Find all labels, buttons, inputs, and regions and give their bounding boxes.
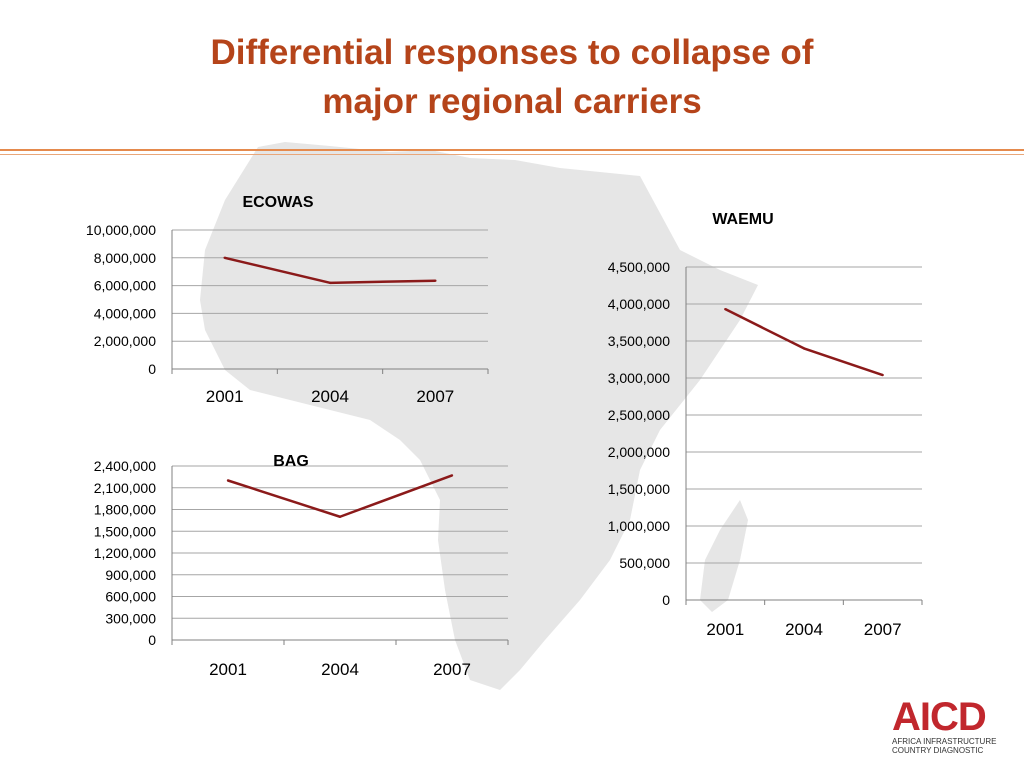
waemu-y-tick-label: 3,000,000 <box>608 370 670 386</box>
ecowas-chart: 0 2,000,000 4,000,000 6,000,000 8,000,000 10,… <box>86 194 489 406</box>
bag-data-point <box>450 474 454 477</box>
slide-title-line-2: major regional carriers <box>322 82 702 121</box>
bag-y-tick-label: 600,000 <box>105 589 156 605</box>
bag-chart: 0 300,000 600,000 900,000 1,200,000 1,500,000… <box>94 453 509 679</box>
ecowas-y-tick-label: 8,000,000 <box>94 250 156 266</box>
waemu-y-tick-label: 3,500,000 <box>608 333 670 349</box>
waemu-chart-title: WAEMU <box>712 211 773 228</box>
slide-title: Differential responses to collapse of ma… <box>0 28 1024 126</box>
waemu-category-label: 2004 <box>785 620 823 639</box>
ecowas-y-tick-label: 10,000,000 <box>86 222 156 238</box>
bag-category-label: 2004 <box>321 660 359 679</box>
ecowas-category-label: 2004 <box>311 387 349 406</box>
waemu-y-tick-label: 4,500,000 <box>608 259 670 275</box>
waemu-y-tick-label: 500,000 <box>619 555 670 571</box>
waemu-y-tick-label: 1,000,000 <box>608 518 670 534</box>
ecowas-series-line <box>224 256 436 285</box>
logo-line-1: AFRICA INFRASTRUCTURE <box>892 737 997 746</box>
ecowas-data-point <box>434 279 437 282</box>
bag-y-tick-label: 1,200,000 <box>94 545 156 561</box>
slide-title-line-1: Differential responses to collapse of <box>210 33 814 72</box>
aicd-logo: AICD AFRICA INFRASTRUCTURE COUNTRY DIAGN… <box>892 697 1012 759</box>
ecowas-category-label: 2001 <box>206 387 244 406</box>
bag-y-tick-label: 900,000 <box>105 567 156 583</box>
title-divider-rule-thin <box>0 154 1024 155</box>
waemu-data-point <box>724 307 727 311</box>
waemu-series-line <box>724 308 884 377</box>
ecowas-y-tick-label: 6,000,000 <box>94 278 156 294</box>
title-divider-rule-thick <box>0 149 1024 151</box>
logo-line-2: COUNTRY DIAGNOSTIC <box>892 746 984 755</box>
waemu-y-tick-label: 4,000,000 <box>608 296 670 312</box>
waemu-y-tick-label: 0 <box>662 592 670 608</box>
bag-series-line <box>227 474 453 518</box>
logo-mark: AICD <box>892 695 987 739</box>
waemu-y-tick-label: 1,500,000 <box>608 481 670 497</box>
bag-data-point <box>226 479 230 482</box>
ecowas-data-point <box>223 256 226 259</box>
ecowas-y-tick-label: 4,000,000 <box>94 305 156 321</box>
bag-category-label: 2007 <box>433 660 471 679</box>
bag-y-tick-label: 2,100,000 <box>94 480 156 496</box>
waemu-data-point <box>881 373 884 377</box>
title-divider <box>0 149 1024 159</box>
waemu-y-tick-label: 2,000,000 <box>608 444 670 460</box>
bag-category-label: 2001 <box>209 660 247 679</box>
bag-chart-title: BAG <box>273 453 309 470</box>
waemu-data-point <box>802 347 806 350</box>
bag-y-tick-label: 1,800,000 <box>94 502 156 518</box>
waemu-category-label: 2007 <box>864 620 902 639</box>
ecowas-data-point <box>328 281 332 285</box>
ecowas-category-label: 2007 <box>416 387 454 406</box>
ecowas-y-tick-label: 2,000,000 <box>94 333 156 349</box>
bag-y-tick-label: 300,000 <box>105 610 156 626</box>
waemu-chart: 0 500,000 1,000,000 1,500,000 2,000,000 2,500… <box>608 211 923 639</box>
bag-y-tick-label: 1,500,000 <box>94 523 156 539</box>
bag-data-point <box>338 515 342 518</box>
bag-y-tick-label: 2,400,000 <box>94 458 156 474</box>
waemu-y-tick-label: 2,500,000 <box>608 407 670 423</box>
ecowas-chart-title: ECOWAS <box>242 194 313 211</box>
waemu-category-label: 2001 <box>706 620 744 639</box>
ecowas-y-tick-label: 0 <box>148 361 156 377</box>
bag-y-tick-label: 0 <box>148 632 156 648</box>
